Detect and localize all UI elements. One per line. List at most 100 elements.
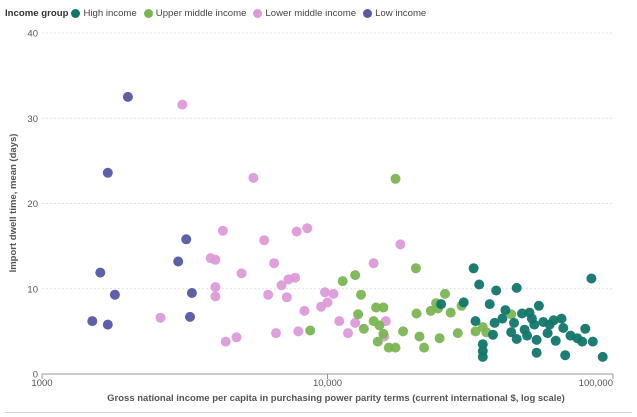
data-point-upper-middle[interactable]: [305, 325, 316, 336]
data-point-lower-middle[interactable]: [320, 287, 330, 298]
data-point-upper-middle[interactable]: [419, 342, 430, 353]
data-point-upper-middle[interactable]: [350, 270, 361, 281]
data-point-high[interactable]: [597, 351, 608, 362]
data-point-low[interactable]: [102, 167, 113, 178]
data-point-lower-middle[interactable]: [231, 332, 242, 343]
data-point-upper-middle[interactable]: [353, 309, 364, 320]
data-point-upper-middle[interactable]: [410, 263, 421, 274]
data-point-upper-middle[interactable]: [440, 288, 450, 299]
data-point-upper-middle[interactable]: [358, 323, 369, 334]
data-point-lower-middle[interactable]: [322, 297, 333, 308]
data-point-upper-middle[interactable]: [390, 173, 401, 184]
data-point-high[interactable]: [458, 297, 469, 308]
data-point-high[interactable]: [533, 300, 544, 311]
data-point-lower-middle[interactable]: [302, 223, 313, 234]
data-point-lower-middle[interactable]: [263, 289, 274, 300]
data-point-high[interactable]: [542, 328, 553, 339]
data-point-lower-middle[interactable]: [210, 282, 221, 292]
data-point-upper-middle[interactable]: [411, 308, 422, 319]
data-point-lower-middle[interactable]: [220, 336, 231, 347]
data-point-high[interactable]: [526, 313, 537, 324]
data-point-low[interactable]: [102, 319, 113, 330]
legend-item-upper-middle-income[interactable]: Upper middle income: [143, 8, 246, 19]
data-point-lower-middle[interactable]: [276, 280, 287, 291]
data-point-lower-middle[interactable]: [368, 258, 379, 269]
data-point-high[interactable]: [511, 282, 522, 293]
legend-item-high-income[interactable]: High income: [71, 8, 137, 19]
data-point-lower-middle[interactable]: [155, 312, 166, 323]
data-point-lower-middle[interactable]: [334, 316, 345, 327]
data-point-lower-middle[interactable]: [217, 225, 228, 236]
data-point-lower-middle[interactable]: [350, 317, 361, 328]
data-point-high[interactable]: [500, 305, 511, 316]
data-point-high[interactable]: [580, 323, 591, 334]
legend-item-lower-middle-income[interactable]: Lower middle income: [253, 8, 356, 19]
data-point-lower-middle[interactable]: [248, 172, 259, 183]
data-point-lower-middle[interactable]: [269, 258, 280, 269]
data-point-upper-middle[interactable]: [398, 326, 409, 337]
data-point-high[interactable]: [491, 285, 502, 296]
data-point-low[interactable]: [109, 289, 120, 300]
data-point-high[interactable]: [484, 299, 495, 310]
data-point-high[interactable]: [477, 351, 488, 362]
data-point-high[interactable]: [522, 330, 533, 341]
data-point-high[interactable]: [488, 329, 498, 340]
data-point-high[interactable]: [489, 317, 500, 328]
data-point-high[interactable]: [509, 317, 519, 328]
data-point-lower-middle[interactable]: [271, 328, 281, 339]
data-point-upper-middle[interactable]: [470, 326, 481, 337]
data-point-lower-middle[interactable]: [328, 288, 339, 299]
data-point-high[interactable]: [560, 350, 571, 361]
y-tick-label: 40: [27, 29, 38, 40]
data-point-high[interactable]: [511, 334, 522, 344]
data-point-upper-middle[interactable]: [390, 342, 401, 353]
data-point-high[interactable]: [531, 334, 542, 345]
data-point-low[interactable]: [173, 256, 184, 267]
data-point-lower-middle[interactable]: [281, 292, 292, 303]
data-point-lower-middle[interactable]: [293, 326, 304, 337]
data-point-high[interactable]: [497, 313, 508, 324]
data-point-high[interactable]: [531, 347, 542, 358]
data-point-upper-middle[interactable]: [445, 307, 456, 318]
data-point-lower-middle[interactable]: [210, 254, 221, 265]
data-point-upper-middle[interactable]: [356, 289, 366, 300]
data-point-upper-middle[interactable]: [378, 328, 389, 339]
data-point-high[interactable]: [558, 323, 569, 333]
data-point-high[interactable]: [550, 335, 561, 346]
legend-item-low-income[interactable]: Low income: [363, 8, 426, 19]
data-point-low[interactable]: [122, 91, 133, 102]
data-point-low[interactable]: [186, 288, 197, 298]
data-point-low[interactable]: [95, 267, 106, 278]
data-point-lower-middle[interactable]: [343, 328, 353, 339]
data-point-upper-middle[interactable]: [337, 276, 348, 287]
data-point-upper-middle[interactable]: [371, 302, 382, 313]
data-point-low[interactable]: [87, 316, 98, 327]
data-point-high[interactable]: [474, 279, 485, 290]
data-point-lower-middle[interactable]: [299, 305, 310, 316]
data-point-upper-middle[interactable]: [374, 320, 385, 331]
data-point-high[interactable]: [506, 327, 517, 338]
data-point-upper-middle[interactable]: [414, 331, 425, 342]
data-point-low[interactable]: [181, 234, 192, 245]
data-point-high[interactable]: [544, 319, 555, 330]
data-point-upper-middle[interactable]: [452, 328, 463, 339]
data-point-lower-middle[interactable]: [210, 291, 221, 302]
data-point-upper-middle[interactable]: [378, 302, 389, 313]
data-point-high[interactable]: [470, 316, 481, 327]
data-point-lower-middle[interactable]: [290, 272, 301, 283]
data-point-lower-middle[interactable]: [395, 239, 406, 250]
data-point-low[interactable]: [185, 311, 195, 322]
data-point-high[interactable]: [556, 313, 567, 324]
data-point-lower-middle[interactable]: [259, 235, 270, 246]
data-point-high[interactable]: [577, 336, 588, 347]
data-point-upper-middle[interactable]: [434, 333, 445, 344]
data-point-lower-middle[interactable]: [236, 268, 247, 279]
data-point-lower-middle[interactable]: [177, 99, 188, 110]
data-point-high[interactable]: [436, 299, 447, 310]
data-point-high[interactable]: [586, 273, 597, 284]
data-point-high[interactable]: [587, 336, 598, 347]
data-point-high[interactable]: [517, 308, 527, 319]
data-point-high[interactable]: [468, 263, 479, 274]
data-point-lower-middle[interactable]: [291, 226, 302, 237]
data-point-upper-middle[interactable]: [372, 336, 383, 347]
